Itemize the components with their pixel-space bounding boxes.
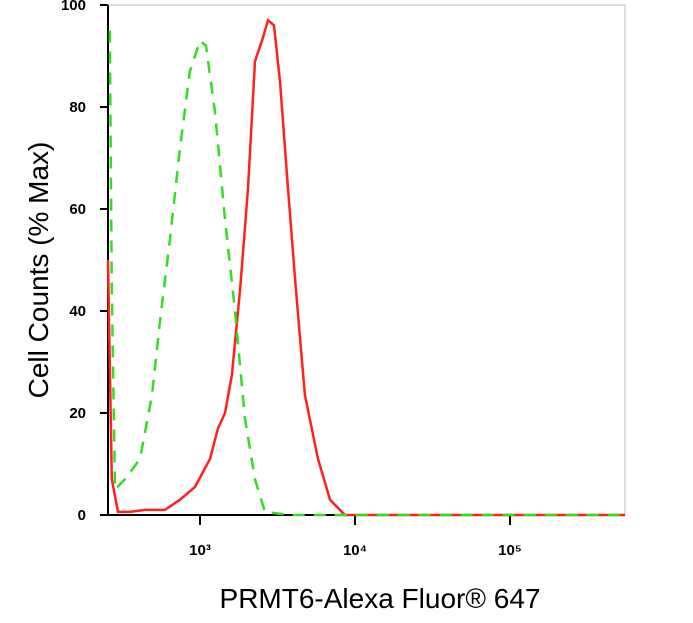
y-tick-label: 0 <box>78 507 86 524</box>
y-tick-label: 60 <box>69 201 86 218</box>
x-tick-label: 10⁴ <box>343 542 367 559</box>
series-line <box>106 18 625 517</box>
y-tick-label: 100 <box>61 0 86 14</box>
y-tick-label: 40 <box>69 303 86 320</box>
x-tick-label: 10³ <box>189 542 211 559</box>
y-tick-label: 20 <box>69 405 86 422</box>
x-tick-label: 10⁵ <box>498 542 522 559</box>
series-line <box>108 30 625 517</box>
y-axis-label: Cell Counts (% Max) <box>23 142 54 399</box>
y-tick-label: 80 <box>69 99 86 116</box>
plot-frame <box>107 4 626 516</box>
x-axis-label: PRMT6-Alexa Fluor® 647 <box>220 583 541 614</box>
